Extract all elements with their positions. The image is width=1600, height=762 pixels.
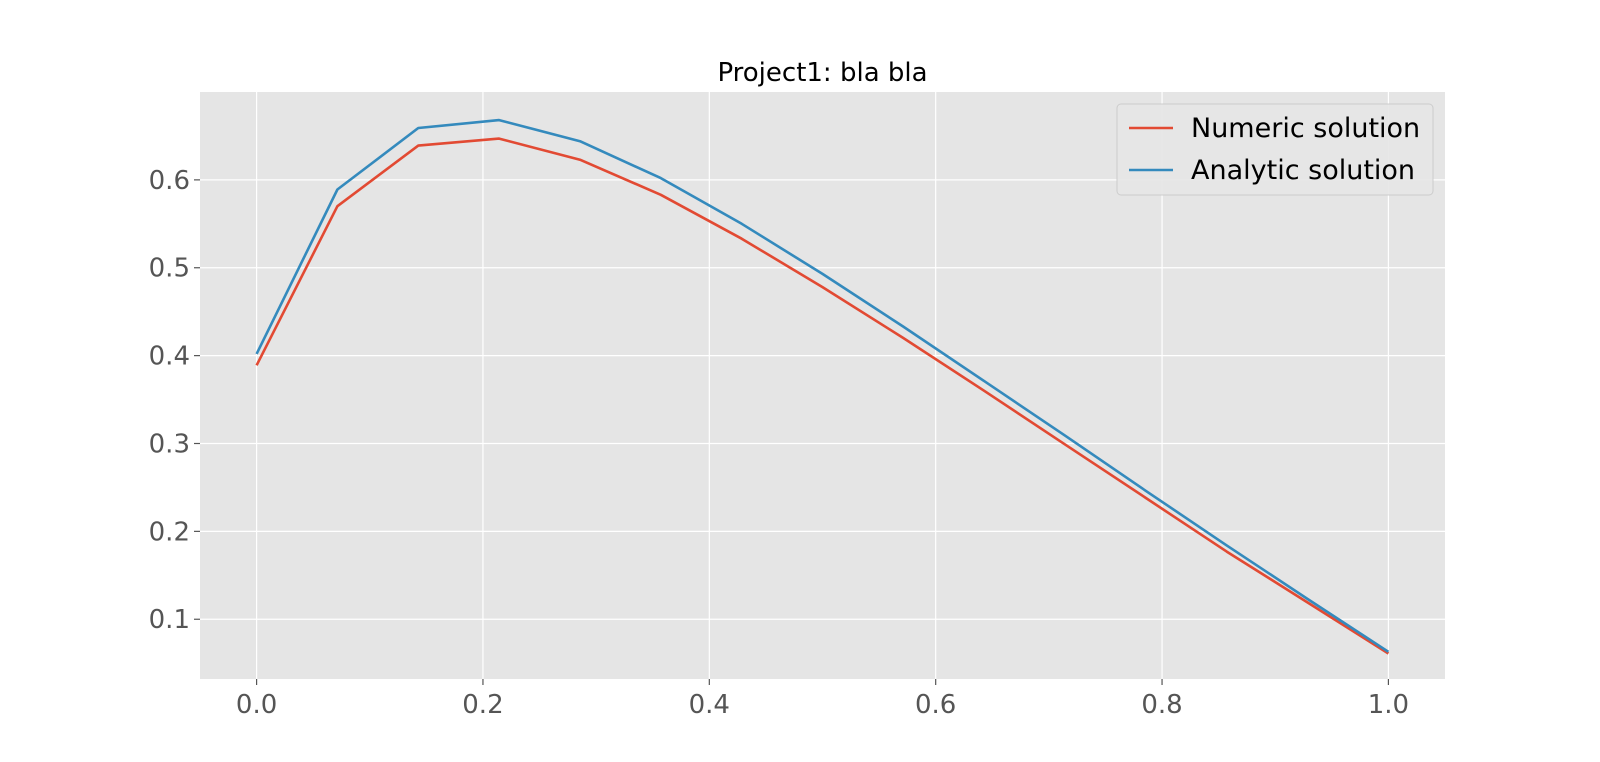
y-tick-label: 0.6: [149, 166, 190, 196]
legend-label: Analytic solution: [1191, 155, 1415, 186]
x-tick-label: 0.4: [689, 690, 730, 720]
legend-box: [1116, 103, 1434, 196]
grid-lines: [200, 92, 1445, 679]
y-tick-label: 0.3: [149, 429, 190, 459]
legend-label: Numeric solution: [1191, 113, 1420, 144]
y-tick-label: 0.4: [149, 342, 190, 372]
series-line-1: [255, 118, 1390, 653]
x-tick-label: 0.0: [236, 690, 277, 720]
legend: Numeric solution Analytic solution: [1116, 103, 1434, 196]
y-tick-label: 0.5: [149, 254, 190, 284]
y-tick-label: 0.2: [149, 517, 190, 547]
y-axis: 0.1 0.2 0.3 0.4 0.5 0.6: [149, 166, 200, 635]
x-tick-label: 0.8: [1141, 690, 1182, 720]
series-lines: [255, 118, 1390, 655]
chart-title: Project1: bla bla: [717, 58, 927, 88]
x-axis: 0.0 0.2 0.4 0.6 0.8 1.0: [236, 679, 1409, 720]
series-line-0: [255, 137, 1390, 655]
x-tick-label: 1.0: [1368, 690, 1409, 720]
x-tick-label: 0.2: [462, 690, 503, 720]
x-tick-label: 0.6: [915, 690, 956, 720]
y-tick-label: 0.1: [149, 605, 190, 635]
